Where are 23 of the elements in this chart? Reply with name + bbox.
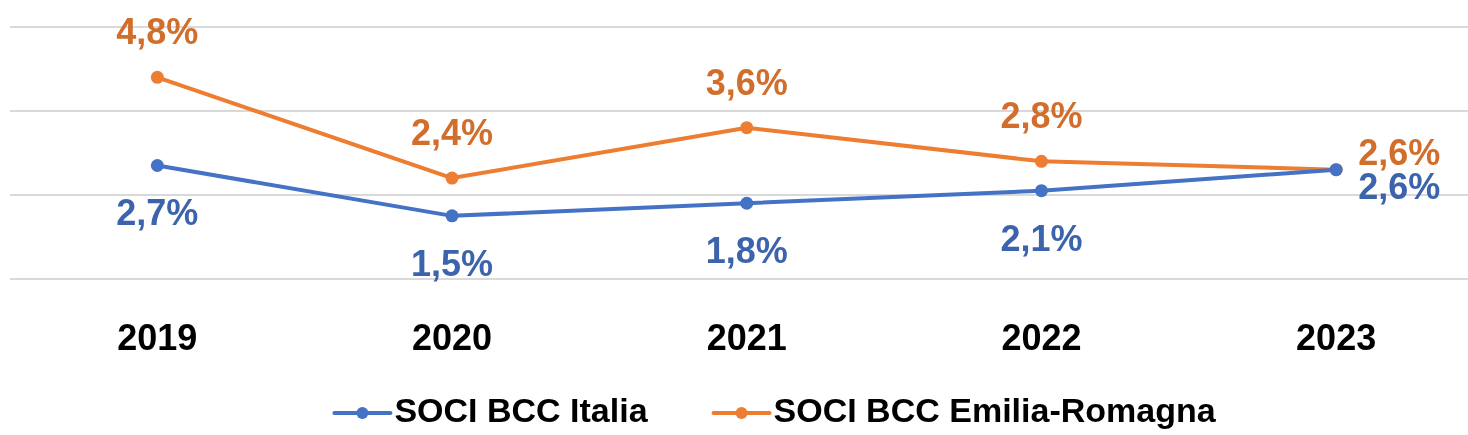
- point: [740, 121, 754, 135]
- point: [1034, 154, 1048, 168]
- legend-label: SOCI BCC Italia: [394, 391, 649, 430]
- point: [740, 196, 754, 210]
- x-tick-label: 2022: [1001, 317, 1082, 359]
- point: [445, 209, 459, 223]
- data-label: 1,5%: [411, 242, 494, 284]
- data-label: 1,8%: [705, 230, 788, 272]
- data-label: 3,6%: [705, 61, 788, 103]
- point: [445, 171, 459, 185]
- x-tick-label: 2020: [412, 317, 493, 359]
- point: [150, 158, 164, 172]
- x-tick-label: 2023: [1296, 317, 1377, 359]
- data-label: 2,8%: [1000, 95, 1083, 137]
- data-label: 4,8%: [116, 11, 199, 53]
- data-label: 2,1%: [1000, 217, 1083, 259]
- point: [150, 70, 164, 84]
- point: [1034, 184, 1048, 198]
- x-tick-label: 2021: [706, 317, 787, 359]
- x-tick-label: 2019: [117, 317, 198, 359]
- legend-label: SOCI BCC Emilia-Romagna: [773, 391, 1217, 430]
- data-label: 2,4%: [411, 112, 494, 153]
- data-label: 2,7%: [116, 192, 199, 234]
